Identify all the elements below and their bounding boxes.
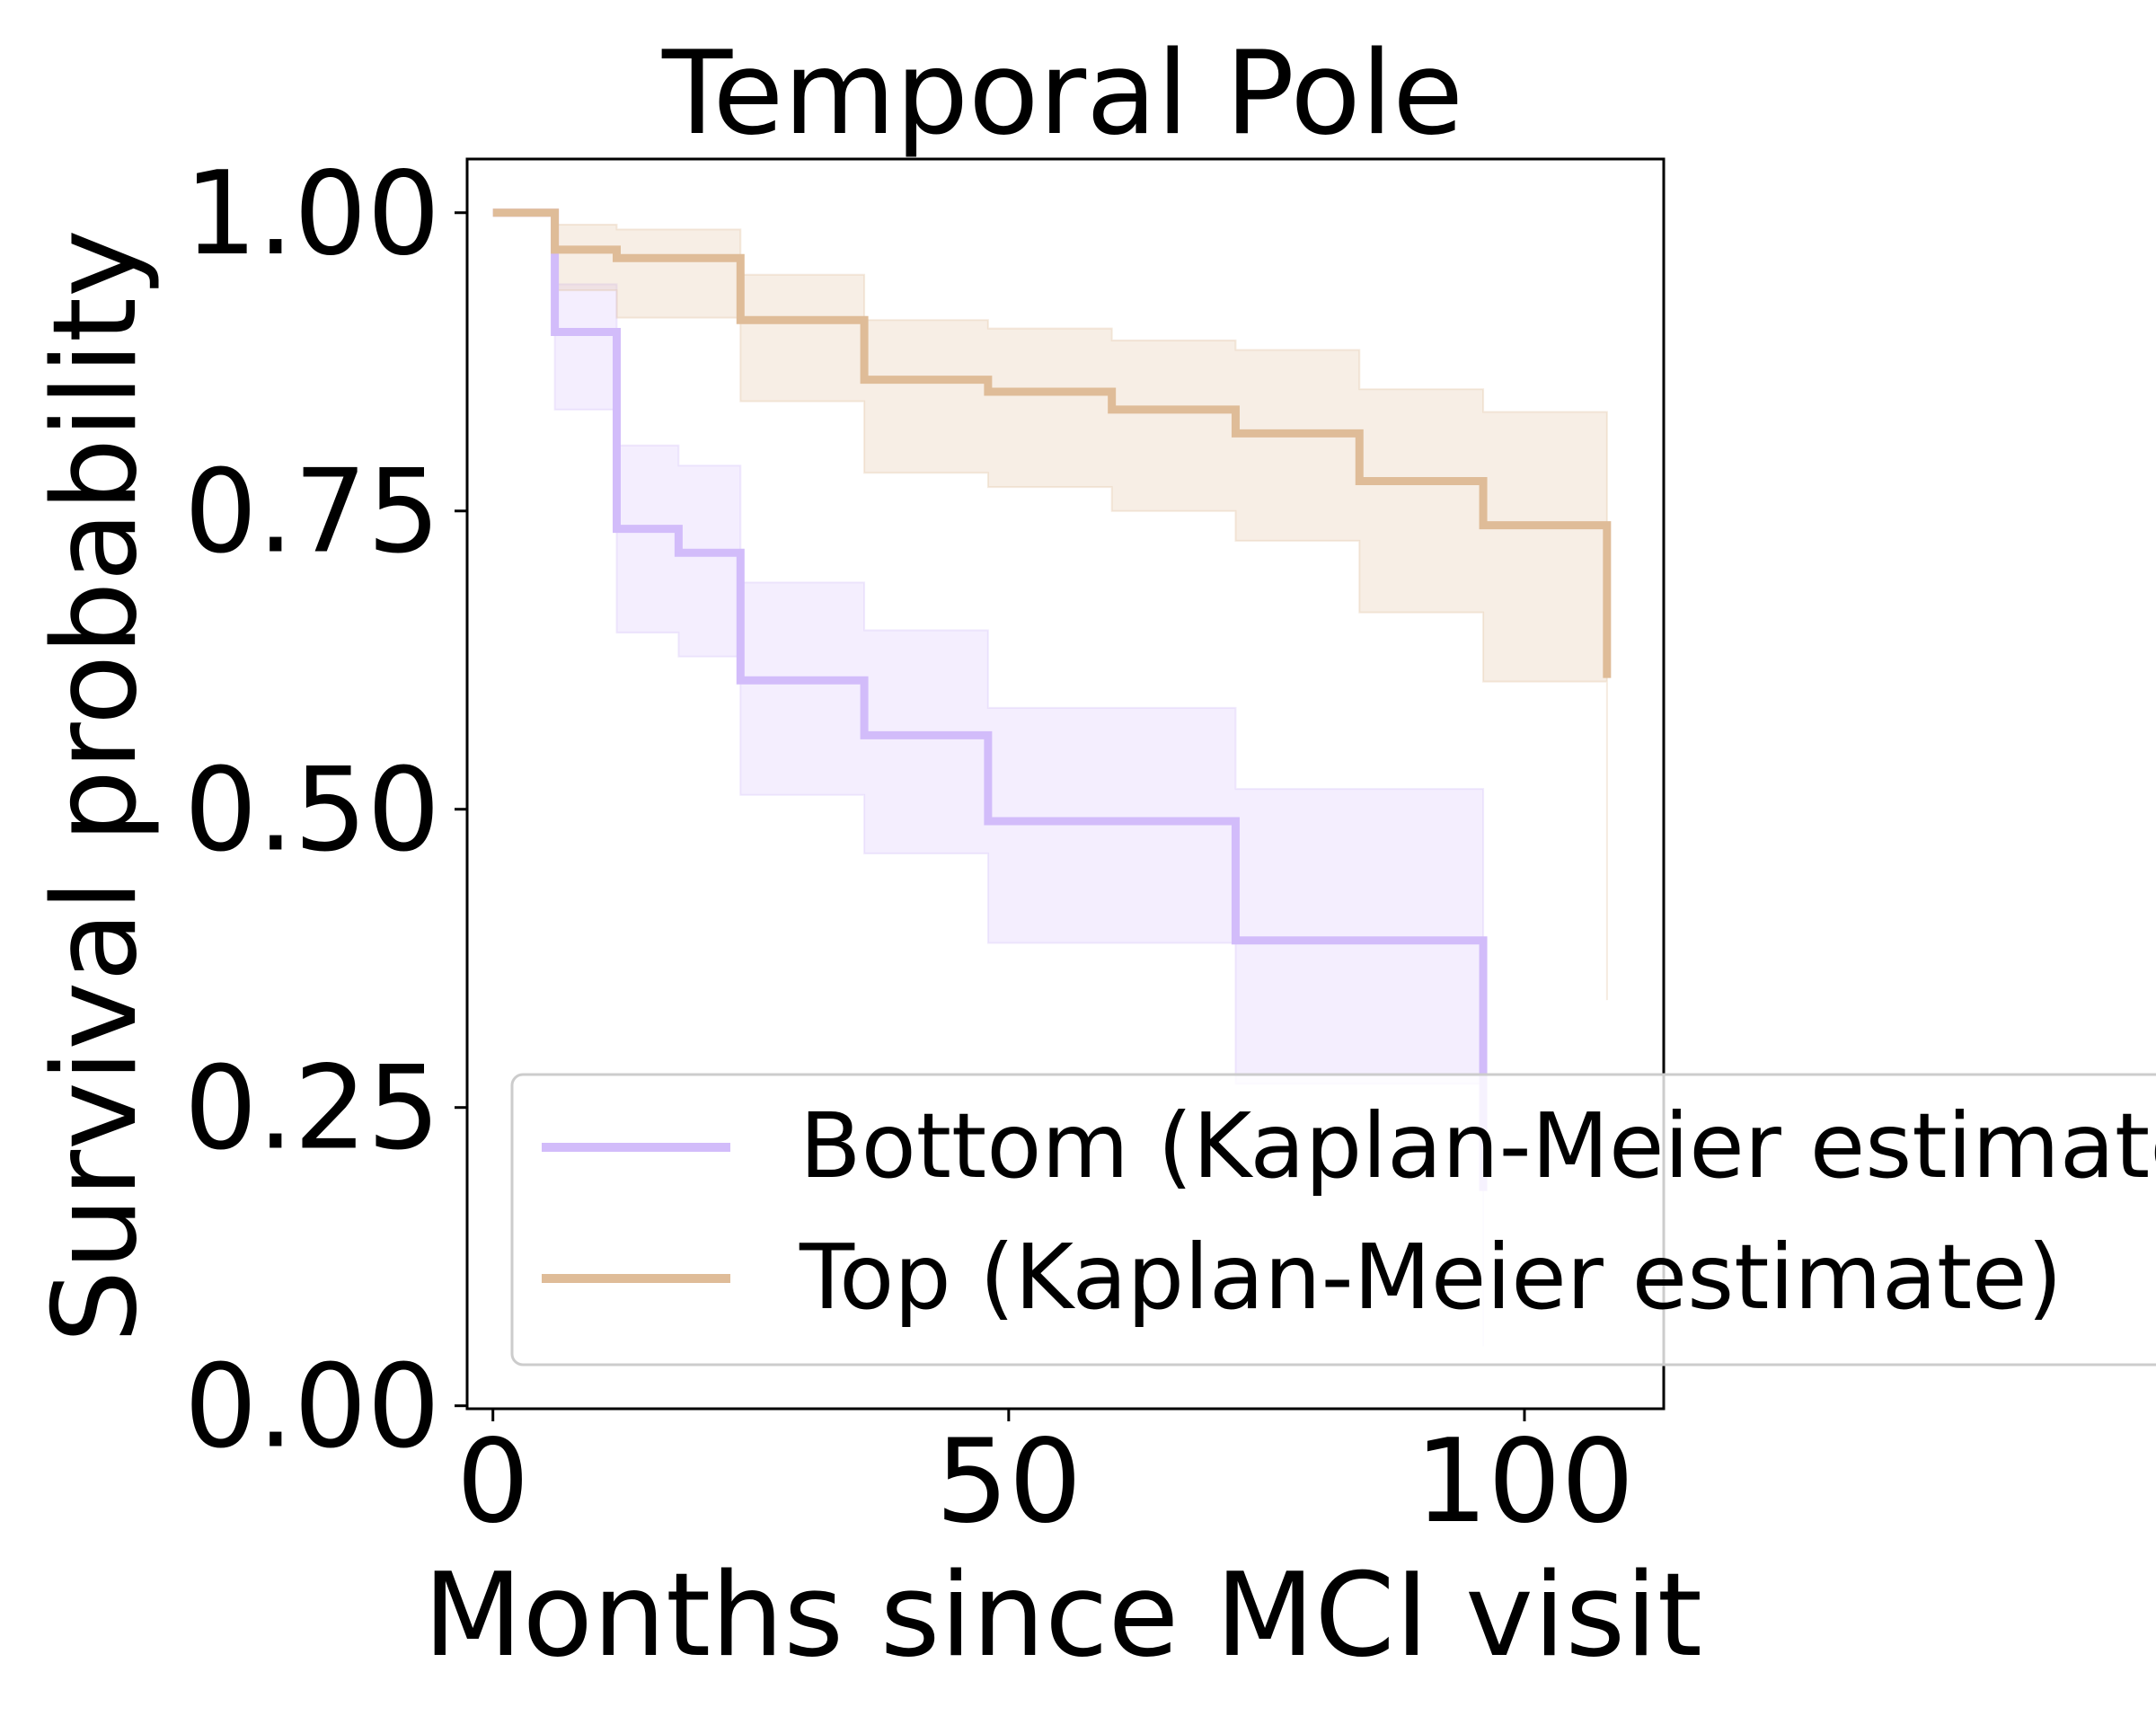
y-tick-label: 0.50 <box>184 744 440 878</box>
x-axis-label: Months since MCI visit <box>423 1549 1702 1683</box>
confidence-band-top <box>492 211 1608 1001</box>
survival-line-bottom <box>492 208 1488 1191</box>
legend-label-bottom: Bottom (Kaplan-Meier estimate) <box>800 1093 2156 1199</box>
y-axis-label: Survival probability <box>29 229 163 1343</box>
x-axis: 0 50 100 <box>456 1409 1634 1549</box>
x-tick-label: 100 <box>1415 1415 1634 1549</box>
y-tick-label: 1.00 <box>184 147 440 281</box>
plot-area <box>492 208 1612 1347</box>
x-tick-label: 0 <box>456 1415 529 1549</box>
plot-frame <box>465 157 1666 1411</box>
x-tick-label: 50 <box>935 1415 1082 1549</box>
survival-line-top <box>492 208 1612 678</box>
y-axis: 0.00 0.25 0.50 0.75 1.00 <box>184 147 467 1474</box>
chart-title: Temporal Pole <box>661 27 1463 161</box>
y-tick-label: 0.75 <box>184 446 440 579</box>
legend: Bottom (Kaplan-Meier estimate) Top (Kapl… <box>510 1073 2156 1367</box>
legend-label-top: Top (Kaplan-Meier estimate) <box>799 1225 2063 1330</box>
y-tick-label: 0.00 <box>184 1340 440 1474</box>
y-tick-label: 0.25 <box>184 1042 440 1176</box>
legend-box <box>510 1073 2156 1367</box>
